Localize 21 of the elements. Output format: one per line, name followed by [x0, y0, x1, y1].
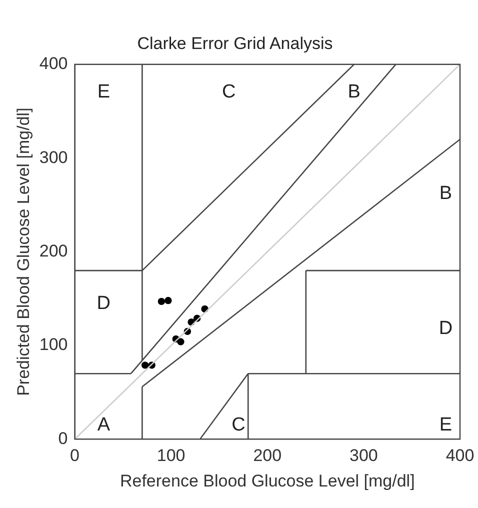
x-tick-label: 300: [350, 446, 378, 466]
annotation: C: [222, 82, 236, 103]
annotation: D: [438, 318, 453, 339]
x-tick-label: 200: [253, 446, 282, 466]
y-tick-label: 400: [39, 54, 68, 74]
x-axis-title: Reference Blood Glucose Level [mg/dl]: [120, 471, 415, 490]
annotation: B: [348, 82, 360, 103]
annotation: D: [96, 292, 111, 314]
y-tick-label: 100: [39, 335, 68, 354]
y-tick-label: 200: [39, 241, 68, 260]
chart-title: Clarke Error Grid Analysis: [137, 34, 333, 53]
annotation: C: [232, 414, 246, 436]
annotation: E: [439, 414, 452, 436]
annotation: E: [97, 82, 110, 103]
annotation: B: [439, 182, 452, 204]
annotation: A: [97, 414, 110, 436]
x-tick-label: 100: [156, 446, 186, 466]
y-tick-label: 300: [39, 148, 68, 167]
y-tick-label: 0: [58, 428, 68, 448]
y-axis-title: Predicted Blood Glucose Level [mg/dl]: [14, 108, 33, 396]
x-tick-label: 400: [446, 446, 474, 466]
